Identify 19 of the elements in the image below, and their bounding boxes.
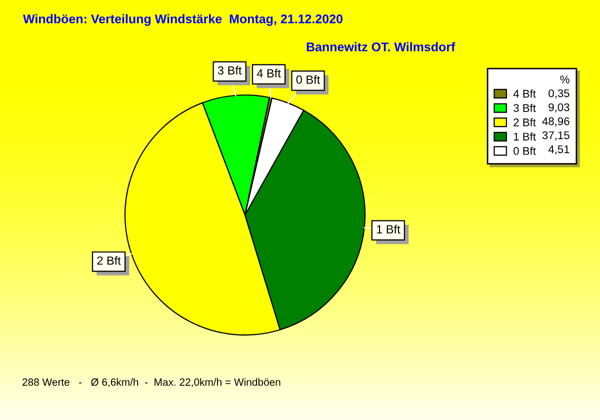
legend-label: 2 Bft <box>514 118 536 126</box>
slice-label: 0 Bft <box>296 75 320 84</box>
data-label: 0,35 <box>548 89 570 99</box>
data-label: 9,03 <box>548 103 570 113</box>
legend-title: % <box>560 76 570 84</box>
legend-label: 0 Bft <box>514 146 536 155</box>
slice-label: 2 Bft <box>97 256 121 265</box>
slice-label: 4 Bft <box>256 68 281 78</box>
legend-label: 4 Bft <box>513 90 536 98</box>
slice-label: 1 Bft <box>376 224 400 234</box>
text: 288 Werte - Ø 6,6km/h - Max. 22,0km/h = Windböen <box>22 378 280 388</box>
data-label: 48,96 <box>542 117 570 127</box>
legend-label: 3 Bft <box>514 104 536 112</box>
legend-label: 1 Bft <box>514 132 536 141</box>
chart-title: Windböen: Verteilung Windstärke Montag, 21.12.2020 <box>23 14 342 26</box>
slice-label: 3 Bft <box>218 66 242 75</box>
chart-subtitle: Bannewitz OT. Wilmsdorf <box>306 42 456 52</box>
data-label: 37,15 <box>542 131 570 141</box>
data-label: 4,51 <box>548 145 570 155</box>
